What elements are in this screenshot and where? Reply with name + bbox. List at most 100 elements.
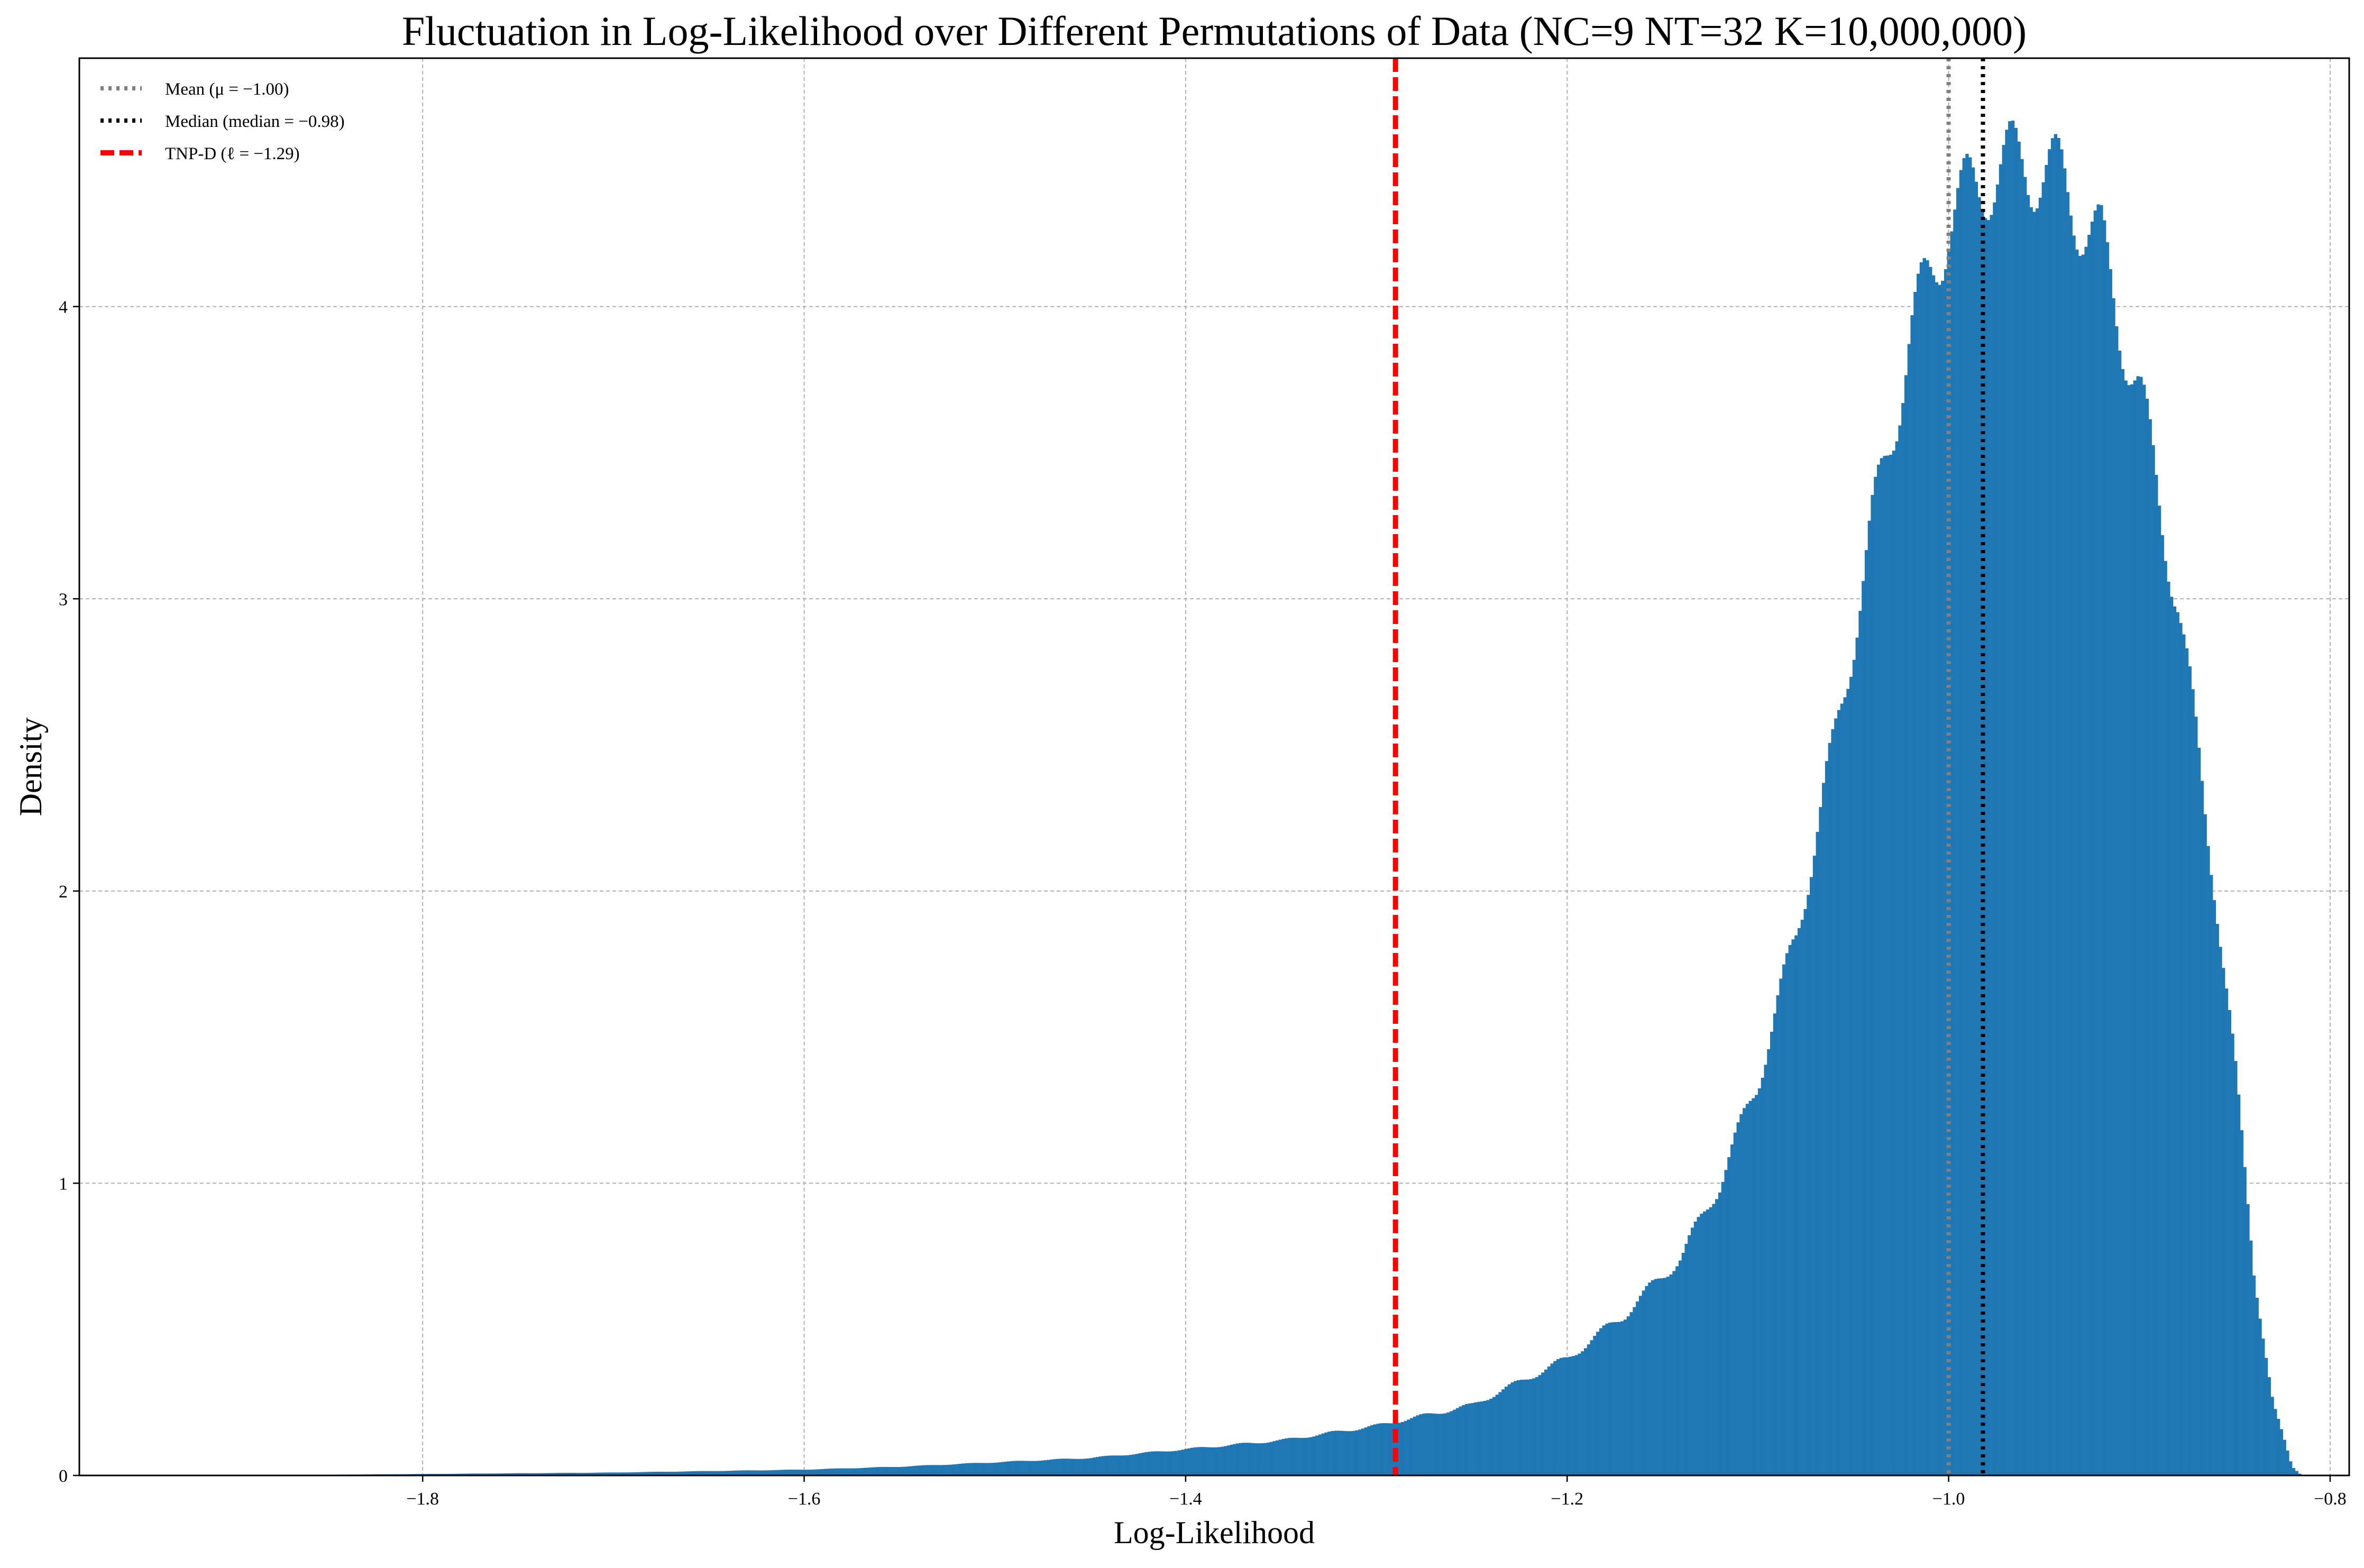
histogram-bar	[1971, 167, 1975, 1475]
histogram-bar	[485, 1473, 489, 1475]
histogram-bar	[1474, 1402, 1478, 1475]
histogram-bar	[2045, 164, 2048, 1476]
histogram-bar	[824, 1469, 828, 1475]
histogram-bar	[1837, 710, 1841, 1475]
histogram-bar	[885, 1466, 888, 1475]
histogram-bar	[1657, 1278, 1661, 1475]
histogram-bar	[558, 1473, 562, 1475]
histogram-bar	[1858, 610, 1862, 1475]
histogram-bar	[500, 1473, 504, 1475]
histogram-bar	[1269, 1442, 1273, 1475]
histogram-bar	[1077, 1459, 1081, 1475]
histogram-bar	[1876, 464, 1881, 1475]
histogram-bar	[2060, 149, 2064, 1476]
histogram-bar	[873, 1467, 876, 1475]
histogram-bar	[1544, 1369, 1548, 1475]
histogram-bar	[1425, 1413, 1429, 1475]
histogram-bar	[1538, 1375, 1542, 1475]
histogram-bar	[2270, 1397, 2274, 1475]
histogram-bar	[888, 1466, 892, 1475]
histogram-bar	[607, 1472, 611, 1475]
histogram-bar	[2179, 623, 2183, 1475]
histogram-bar	[1840, 703, 1844, 1475]
y-tick-label: 1	[59, 1174, 68, 1194]
histogram-bar	[1904, 375, 1908, 1475]
histogram-bar	[1199, 1447, 1203, 1475]
histogram-bar	[564, 1473, 568, 1475]
histogram-bar	[1193, 1447, 1197, 1475]
histogram-bar	[1034, 1461, 1038, 1475]
histogram-bar	[754, 1470, 757, 1475]
histogram-bar	[1785, 953, 1789, 1475]
histogram-bar	[1819, 807, 1822, 1475]
histogram-bar	[2252, 1276, 2256, 1475]
histogram-bar	[2261, 1338, 2265, 1475]
histogram-bar	[653, 1472, 657, 1475]
histogram-bar	[827, 1469, 831, 1475]
histogram-bar	[1159, 1451, 1163, 1475]
histogram-bar	[1013, 1461, 1017, 1475]
histogram-bar	[1245, 1443, 1249, 1475]
histogram-bar	[1333, 1431, 1337, 1475]
histogram-bar	[1495, 1395, 1499, 1475]
histogram-bar	[1428, 1413, 1432, 1475]
histogram-bar	[711, 1471, 714, 1475]
histogram-bar	[2081, 254, 2085, 1476]
histogram-bar	[1095, 1457, 1099, 1475]
histogram-bar	[509, 1473, 514, 1475]
histogram-bar	[964, 1463, 968, 1475]
histogram-bar	[750, 1470, 754, 1475]
histogram-bar	[1285, 1438, 1288, 1475]
histogram-bar	[1281, 1438, 1286, 1475]
histogram-bar	[2142, 384, 2146, 1476]
histogram-bar	[1022, 1461, 1026, 1475]
histogram-bar	[665, 1472, 669, 1475]
histogram-bar	[2038, 197, 2042, 1475]
histogram-bar	[1703, 1211, 1707, 1475]
histogram-bar	[802, 1470, 807, 1475]
histogram-bar	[1434, 1414, 1438, 1475]
histogram-bar	[461, 1473, 464, 1475]
histogram-bar	[1645, 1286, 1648, 1475]
histogram-bar	[2121, 369, 2125, 1476]
histogram-bar	[1092, 1457, 1096, 1475]
histogram-bar	[1587, 1344, 1591, 1475]
histogram-bar	[1028, 1461, 1032, 1475]
histogram-bar	[1556, 1359, 1560, 1475]
histogram-bar	[2200, 781, 2204, 1475]
histogram-bar	[2096, 204, 2100, 1475]
x-tick-label: −1.0	[1932, 1489, 1965, 1509]
histogram-bar	[1294, 1437, 1298, 1475]
histogram-bar	[726, 1471, 730, 1475]
histogram-bar	[1721, 1181, 1725, 1475]
histogram-bar	[842, 1468, 846, 1475]
histogram-bar	[1739, 1114, 1743, 1475]
histogram-bar	[1916, 273, 1920, 1475]
histogram-bar	[2292, 1468, 2296, 1475]
histogram-bar	[1343, 1431, 1346, 1475]
histogram-bar	[1553, 1361, 1557, 1475]
histogram-bar	[2124, 380, 2128, 1475]
histogram-bar	[1126, 1455, 1130, 1475]
histogram-bar	[897, 1467, 901, 1475]
histogram-bar	[1910, 315, 1914, 1476]
histogram-bar	[1309, 1437, 1313, 1475]
histogram-bar	[573, 1473, 578, 1475]
histogram-bar	[2048, 149, 2051, 1475]
histogram-bar	[1150, 1451, 1154, 1475]
histogram-bar	[1440, 1414, 1444, 1475]
histogram-bar	[1007, 1461, 1011, 1475]
histogram-bar	[2072, 235, 2076, 1476]
histogram-bar	[1303, 1437, 1307, 1475]
histogram-bar	[778, 1470, 782, 1475]
histogram-bar	[781, 1470, 785, 1475]
histogram-bar	[1327, 1432, 1331, 1475]
histogram-bar	[2246, 1204, 2250, 1475]
histogram-bar	[997, 1462, 1002, 1475]
histogram-bar	[1944, 269, 1948, 1475]
histogram-bar	[491, 1473, 495, 1475]
histogram-bar	[2279, 1429, 2284, 1475]
histogram-bar	[1688, 1235, 1691, 1475]
histogram-bar	[2078, 255, 2082, 1476]
histogram-bar	[2075, 249, 2079, 1475]
